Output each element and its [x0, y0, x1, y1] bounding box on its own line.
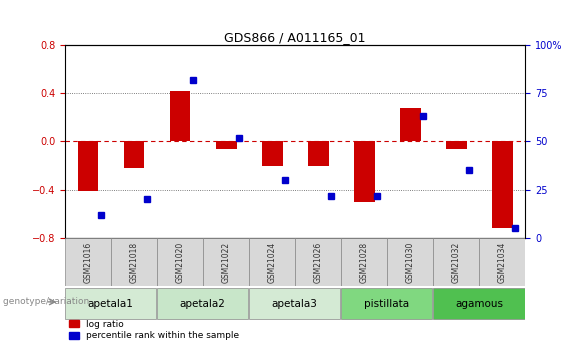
Bar — [433, 238, 479, 286]
Bar — [446, 141, 467, 149]
Bar — [65, 288, 156, 319]
Bar — [249, 238, 295, 286]
Text: apetala2: apetala2 — [180, 299, 225, 308]
Bar — [262, 141, 282, 166]
Bar — [170, 91, 190, 141]
Text: GSM21028: GSM21028 — [360, 241, 369, 283]
Bar — [295, 238, 341, 286]
Text: GSM21030: GSM21030 — [406, 241, 415, 283]
Text: GSM21018: GSM21018 — [129, 241, 138, 283]
Text: pistillata: pistillata — [364, 299, 410, 308]
Bar — [111, 238, 157, 286]
Text: GSM21020: GSM21020 — [176, 241, 185, 283]
Bar — [308, 141, 329, 166]
Text: apetala1: apetala1 — [88, 299, 133, 308]
Bar — [479, 238, 525, 286]
Title: GDS866 / A011165_01: GDS866 / A011165_01 — [224, 31, 366, 44]
Text: GSM21026: GSM21026 — [314, 241, 323, 283]
Bar — [157, 288, 248, 319]
Bar — [354, 141, 375, 202]
Text: GSM21032: GSM21032 — [452, 241, 461, 283]
Bar — [341, 238, 388, 286]
Bar — [157, 238, 203, 286]
Legend: log ratio, percentile rank within the sample: log ratio, percentile rank within the sa… — [69, 320, 239, 341]
Bar — [77, 141, 98, 191]
Bar — [341, 288, 432, 319]
Text: GSM21022: GSM21022 — [221, 241, 231, 283]
Bar — [65, 238, 111, 286]
Text: GSM21016: GSM21016 — [84, 241, 93, 283]
Text: apetala3: apetala3 — [272, 299, 318, 308]
Bar — [433, 288, 524, 319]
Bar — [124, 141, 145, 168]
Bar — [388, 238, 433, 286]
Bar — [400, 108, 421, 141]
Bar — [216, 141, 237, 149]
Bar — [203, 238, 249, 286]
Text: genotype/variation: genotype/variation — [3, 297, 92, 306]
Bar — [249, 288, 340, 319]
Bar — [492, 141, 513, 228]
Text: agamous: agamous — [455, 299, 503, 308]
Text: GSM21034: GSM21034 — [498, 241, 507, 283]
Text: GSM21024: GSM21024 — [268, 241, 277, 283]
